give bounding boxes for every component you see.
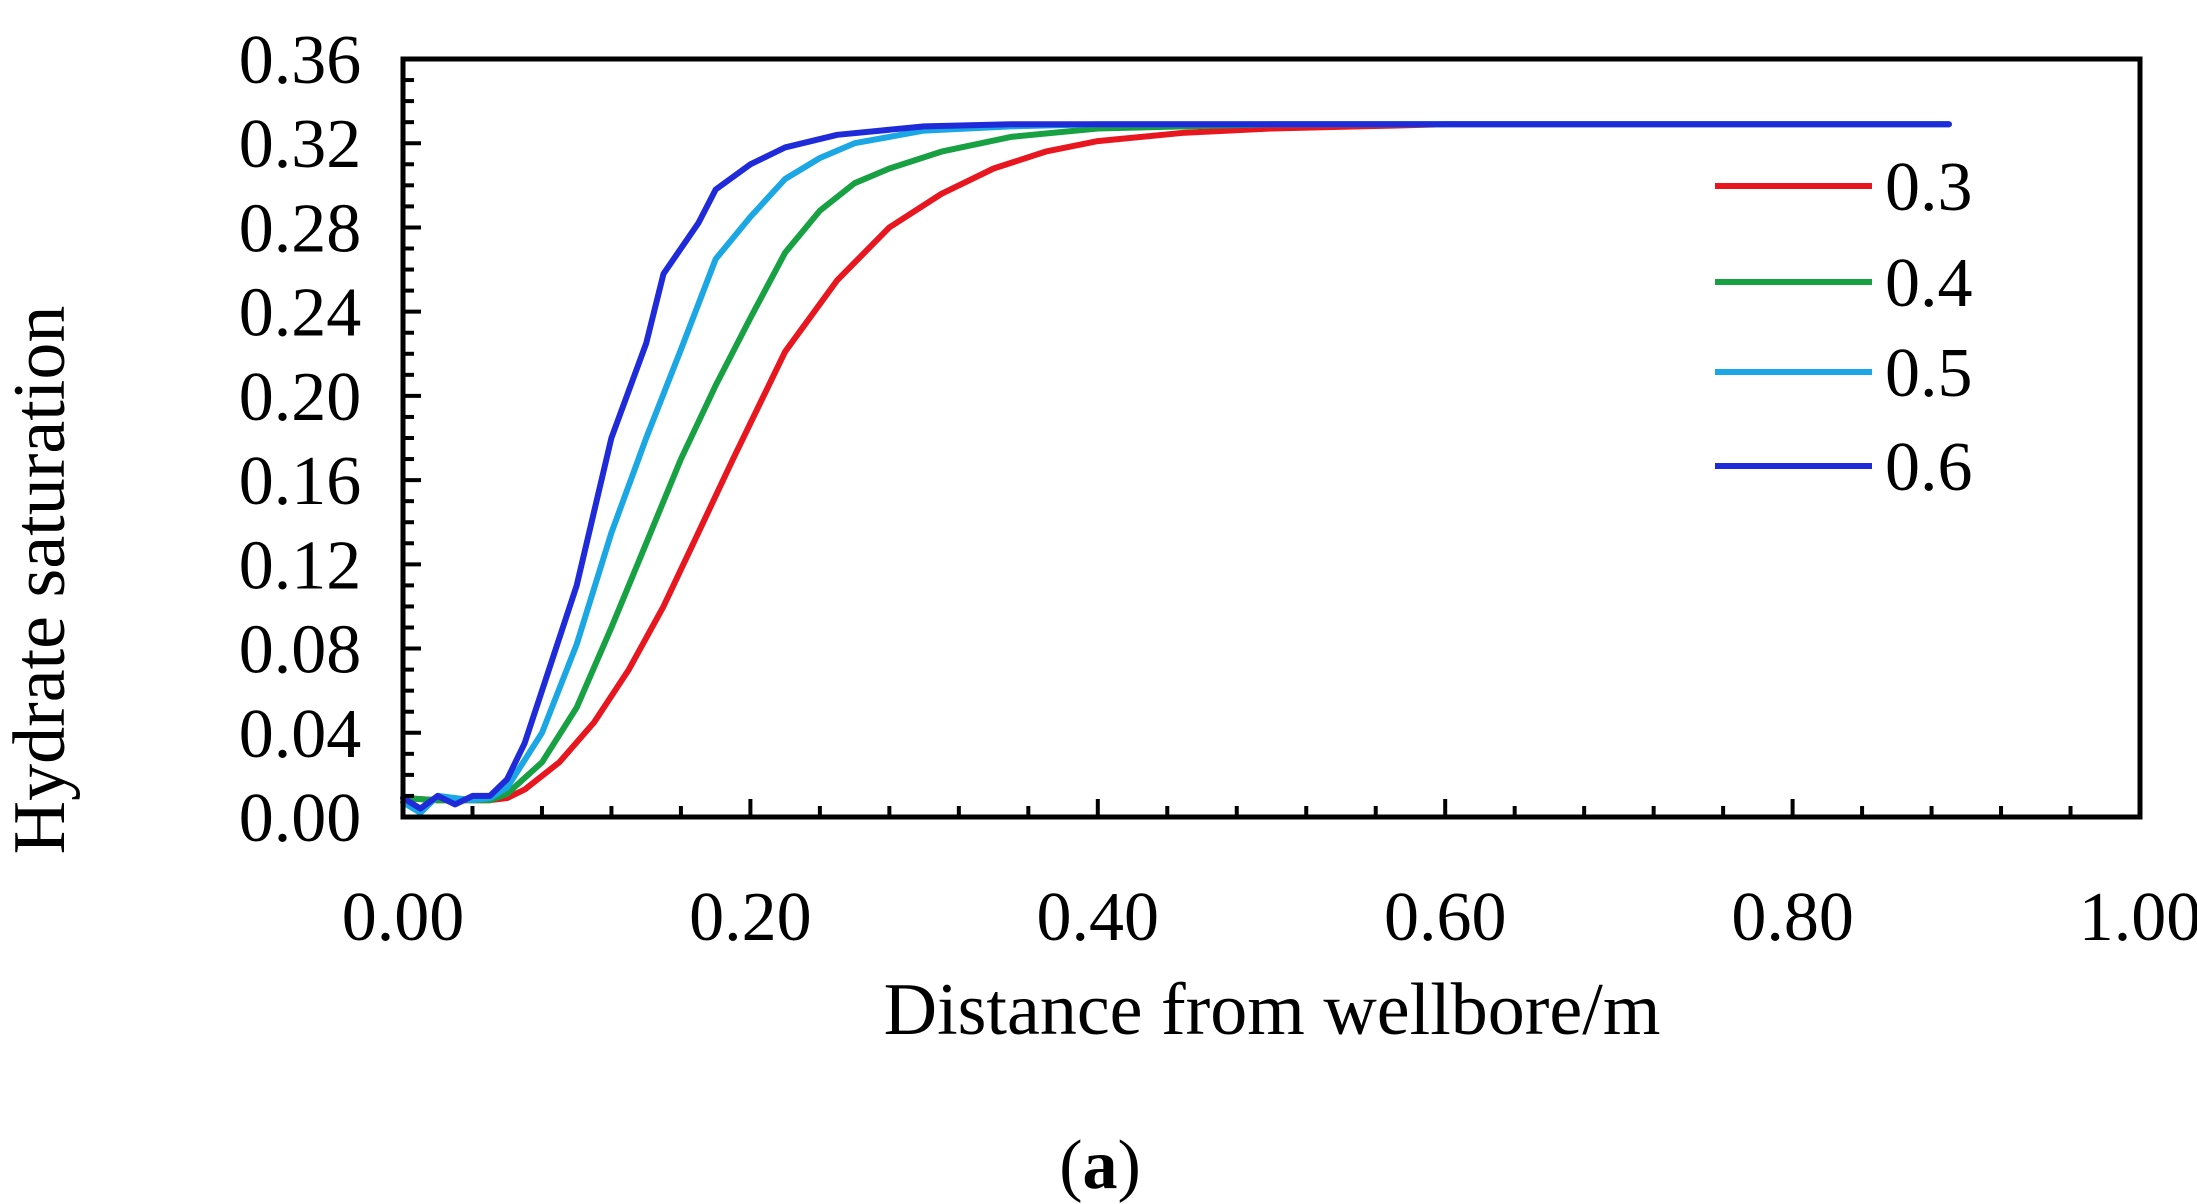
y-axis-title: Hydrate saturation — [0, 306, 81, 855]
legend-label-0.4: 0.4 — [1885, 245, 1973, 322]
x-tick-label: 0.40 — [1037, 879, 1160, 956]
plot-area-frame — [400, 56, 2143, 820]
y-tick-labels: 0.000.040.08 0.120.160.200.24 0.280.320.36 — [239, 22, 362, 857]
panel-label-open: ( — [1059, 1127, 1082, 1204]
y-tick-label: 0.08 — [239, 612, 362, 689]
legend-label-0.3: 0.3 — [1885, 149, 1973, 226]
series-line-0.5 — [400, 121, 1952, 816]
y-tick-label: 0.20 — [239, 359, 362, 436]
legend-label-0.6: 0.6 — [1885, 429, 1973, 506]
x-tick-labels: 0.00 0.20 0.40 0.60 0.80 1.00 — [342, 879, 2197, 956]
y-tick-label: 0.24 — [239, 275, 362, 352]
x-tick-label: 0.80 — [1731, 879, 1854, 956]
panel-label-letter: a — [1083, 1127, 1118, 1204]
series-line-0.4 — [400, 121, 1952, 804]
series-line-0.6 — [400, 121, 1952, 812]
series-layer — [400, 121, 1952, 816]
series-line-0.3 — [400, 121, 1952, 804]
x-axis-title: Distance from wellbore/m — [884, 969, 1661, 1051]
legend-label-0.5: 0.5 — [1885, 335, 1973, 412]
panel-label: (a) — [1059, 1127, 1141, 1204]
y-tick-label: 0.36 — [239, 22, 362, 99]
x-tick-label: 0.00 — [342, 879, 465, 956]
panel-label-close: ) — [1118, 1127, 1141, 1204]
y-tick-label: 0.04 — [239, 696, 362, 773]
x-tick-label: 0.60 — [1384, 879, 1507, 956]
y-tick-label: 0.00 — [239, 780, 362, 857]
y-tick-label: 0.32 — [239, 106, 362, 183]
y-tick-label: 0.28 — [239, 190, 362, 267]
legend: 0.3 0.4 0.5 0.6 — [1715, 149, 1973, 506]
y-tick-label: 0.12 — [239, 527, 362, 604]
x-tick-label: 0.20 — [689, 879, 812, 956]
x-tick-label: 1.00 — [2079, 879, 2197, 956]
y-tick-label: 0.16 — [239, 443, 362, 520]
